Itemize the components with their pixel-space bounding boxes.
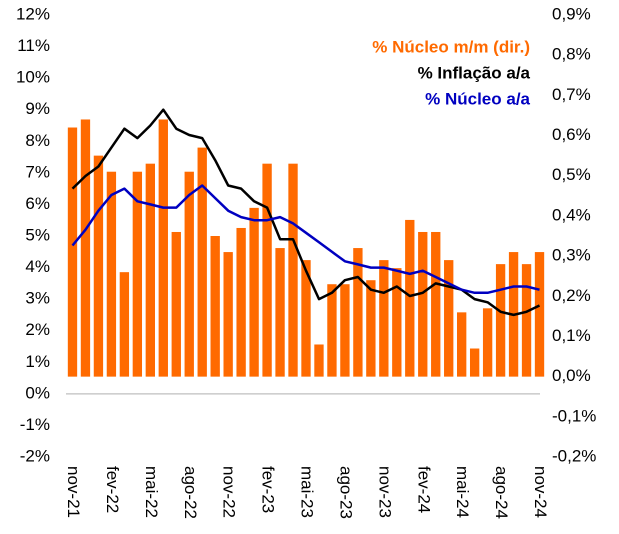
y2-tick-label: 0,1%: [552, 326, 591, 345]
y-tick-label: 0%: [25, 383, 50, 402]
bar: [418, 231, 428, 377]
y-tick-label: 4%: [25, 257, 50, 276]
y2-tick-label: 0,4%: [552, 205, 591, 224]
y2-tick-label: 0,5%: [552, 165, 591, 184]
x-tick-label: ago-22: [181, 466, 200, 519]
bar: [392, 268, 402, 377]
bar: [119, 272, 130, 377]
x-tick-label: mai-24: [453, 466, 472, 518]
bar: [249, 207, 259, 377]
legend-entry: % Inflação a/a: [418, 63, 531, 82]
bar: [184, 171, 194, 377]
bar: [444, 260, 454, 377]
y-tick-label: 9%: [25, 99, 50, 118]
x-tick-label: nov-24: [531, 466, 550, 518]
bar: [210, 236, 220, 377]
bar: [366, 280, 376, 377]
x-tick-label: mai-23: [298, 466, 317, 518]
bar: [482, 308, 493, 377]
x-tick-label: nov-22: [220, 466, 239, 518]
bar: [132, 171, 143, 377]
y-tick-label: -2%: [20, 446, 50, 465]
bar: [301, 260, 311, 377]
y2-tick-label: 0,9%: [552, 4, 591, 23]
x-tick-label: ago-24: [492, 466, 511, 519]
x-tick-label: fev-23: [259, 466, 278, 513]
bar: [80, 119, 91, 377]
bar: [223, 252, 233, 377]
y-tick-label: 3%: [25, 289, 50, 308]
bar: [379, 260, 389, 377]
bar: [353, 248, 363, 377]
y-tick-label: 10%: [16, 68, 50, 87]
y-tick-label: 6%: [25, 194, 50, 213]
y2-tick-label: 0,6%: [552, 125, 591, 144]
y2-tick-label: 0,3%: [552, 246, 591, 265]
bar: [236, 227, 246, 377]
y2-tick-label: 0,7%: [552, 85, 591, 104]
bar: [145, 163, 155, 377]
legend-entry: % Núcleo m/m (dir.): [372, 37, 530, 56]
bar: [67, 127, 78, 377]
y-tick-label: 7%: [25, 162, 50, 181]
line: [71, 184, 540, 295]
y-tick-label: 1%: [25, 352, 50, 371]
y-tick-label: 12%: [16, 4, 50, 23]
y-tick-label: 11%: [17, 36, 50, 55]
bar: [431, 231, 441, 377]
bar: [158, 119, 168, 377]
y2-tick-label: 0,2%: [552, 286, 591, 305]
x-tick-label: nov-23: [375, 466, 394, 518]
bar: [262, 163, 272, 377]
bar: [340, 284, 350, 377]
bar: [93, 155, 104, 377]
y-tick-label: 2%: [25, 320, 50, 339]
bar: [495, 264, 506, 377]
bar: [469, 348, 480, 377]
bar: [327, 284, 337, 377]
x-tick-label: mai-22: [142, 466, 161, 518]
bar: [405, 219, 415, 377]
bar: [521, 264, 532, 377]
y2-tick-label: -0,2%: [552, 446, 596, 465]
legend-entry: % Núcleo a/a: [425, 89, 530, 108]
x-tick-label: fev-22: [103, 466, 122, 513]
bar: [171, 231, 181, 377]
y2-tick-label: 0,0%: [552, 366, 591, 385]
x-tick-label: ago-23: [336, 466, 355, 519]
x-tick-label: nov-21: [64, 466, 83, 518]
bar: [457, 312, 467, 377]
y-tick-label: -1%: [20, 415, 50, 434]
y-tick-label: 5%: [25, 225, 50, 244]
x-tick-label: fev-24: [414, 466, 433, 513]
bar: [275, 248, 285, 377]
bar: [197, 147, 207, 377]
bar: [288, 163, 298, 377]
bar: [534, 252, 545, 377]
y-tick-label: 8%: [25, 131, 50, 150]
y2-tick-label: 0,8%: [552, 45, 591, 64]
bar: [314, 344, 324, 377]
bar: [106, 171, 117, 377]
y2-tick-label: -0,1%: [552, 406, 596, 425]
